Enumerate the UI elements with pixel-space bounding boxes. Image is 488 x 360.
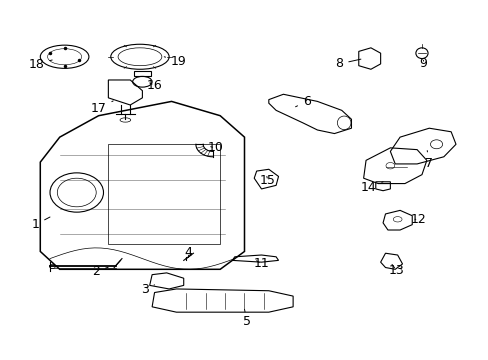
Text: 11: 11 bbox=[253, 257, 269, 270]
Text: 5: 5 bbox=[243, 309, 250, 328]
Text: 15: 15 bbox=[259, 174, 275, 187]
Text: 9: 9 bbox=[419, 57, 427, 71]
Text: 3: 3 bbox=[141, 283, 154, 296]
Text: 7: 7 bbox=[425, 150, 432, 170]
Text: 12: 12 bbox=[410, 213, 426, 226]
Text: 14: 14 bbox=[360, 181, 382, 194]
Text: 18: 18 bbox=[28, 58, 52, 71]
Text: 13: 13 bbox=[387, 264, 403, 276]
Text: 6: 6 bbox=[295, 95, 310, 108]
Text: 19: 19 bbox=[164, 55, 186, 68]
Text: 8: 8 bbox=[335, 57, 360, 71]
Text: 1: 1 bbox=[31, 217, 50, 231]
Text: 16: 16 bbox=[146, 79, 162, 92]
Text: 2: 2 bbox=[92, 265, 108, 278]
Text: 4: 4 bbox=[184, 246, 192, 259]
Text: 17: 17 bbox=[90, 101, 113, 115]
Text: 10: 10 bbox=[207, 141, 223, 154]
